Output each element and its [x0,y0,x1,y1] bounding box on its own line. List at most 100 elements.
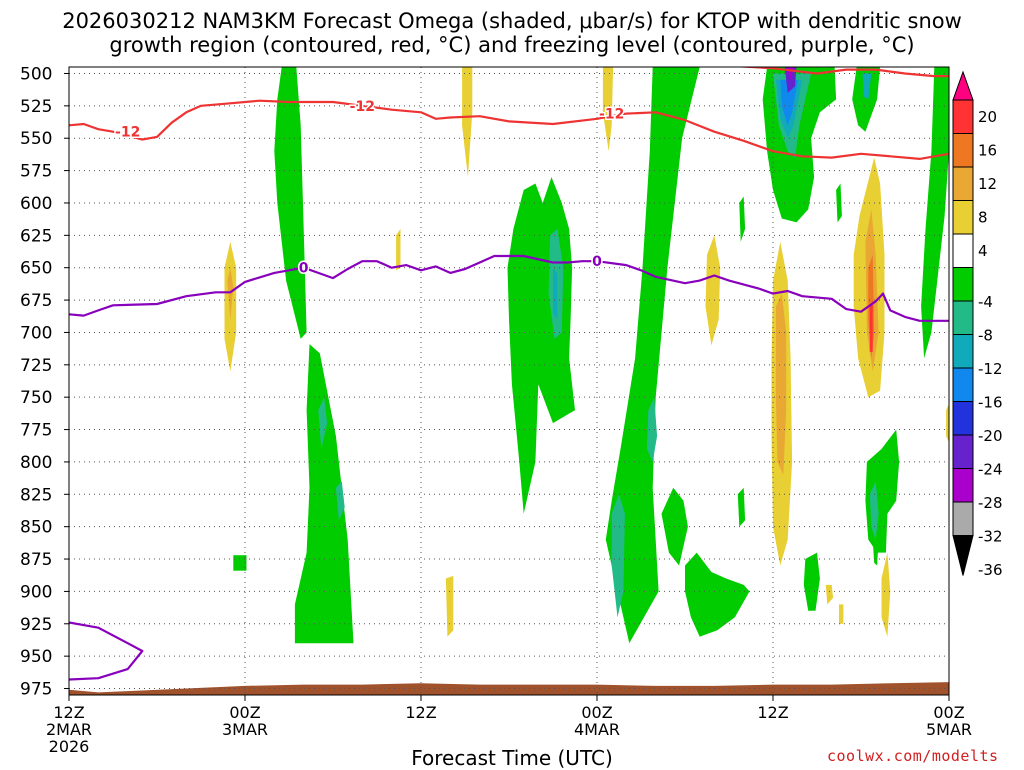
x-tick-label-line: 12Z [53,703,85,722]
y-tick-label: 500 [20,64,52,84]
x-tick-label-line: 12Z [405,703,437,722]
omega-region-12 [553,267,558,320]
omega-region-2 [274,67,307,339]
x-tick-label-line: 12Z [757,703,789,722]
omega-region-3 [294,344,354,644]
x-tick-label-line: 2MAR [45,720,93,739]
colorbar-swatch [952,133,974,168]
omega-region-43 [881,552,891,637]
y-tick-label: 725 [20,356,52,376]
omega-region-10 [507,177,575,514]
omega-region-44 [921,67,949,359]
omega-region-21 [737,487,746,527]
colorbar-label: 8 [978,209,988,227]
y-tick-label: 550 [20,129,52,149]
x-tick-label-line: 00Z [581,703,613,722]
x-tick-label-line: 3MAR [221,720,269,739]
y-tick-label: 525 [20,97,52,117]
contour-line-1 [732,67,949,78]
omega-region-32 [803,552,820,611]
omega-region-13 [602,67,614,152]
y-tick-label: 700 [20,323,52,343]
colorbar-swatch [952,468,974,503]
y-tick-label: 875 [20,550,52,570]
omega-region-18 [685,552,750,637]
colorbar-label: -16 [978,394,1003,412]
x-tick-label: 12Z [733,704,813,755]
colorbar-label: -4 [978,293,993,311]
omega-region-42 [872,539,879,566]
colorbar-swatch [952,300,974,335]
y-tick-label: 775 [20,421,52,441]
x-axis-title: Forecast Time (UTC) [411,746,613,770]
omega-region-29 [862,73,872,100]
contour-label: 0 [299,261,309,277]
omega-region-34 [839,604,844,624]
omega-region-17 [611,494,625,618]
omega-region-20 [739,196,746,242]
omega-region-4 [318,397,328,449]
credit-text: coolwx.com/modelts [827,747,999,765]
x-tick-label: 00Z 3MAR [205,704,285,755]
y-tick-label: 650 [20,259,52,279]
colorbar-label: -20 [978,427,1003,445]
omega-region-25 [780,79,798,126]
x-tick-label-line: 00Z [933,703,965,722]
colorbar-label: -36 [978,561,1003,579]
colorbar-swatch [952,401,974,436]
plot-frame [68,66,950,696]
colorbar-label: -12 [978,360,1003,378]
contour-line-2 [69,254,949,322]
colorbar: 20 16 12 8 4 -4 -8 -12 -16 -20 -24 -28 -32 -36 [952,70,1003,579]
omega-region-40 [865,429,900,553]
colorbar-top-arrow [952,70,974,101]
x-tick-label: 12Z [381,704,461,755]
omega-region-16 [646,397,658,462]
colorbar-swatch [952,334,974,369]
colorbar-label: -28 [978,494,1003,512]
colorbar-label: -32 [978,528,1003,546]
colorbar-swatch [952,501,974,536]
colorbar-swatch [952,267,974,302]
y-tick-label: 900 [20,582,52,602]
x-tick-label-line: 4MAR [573,720,621,739]
y-tick-label: 575 [20,162,52,182]
y-tick-label: 750 [20,388,52,408]
x-tick-label-line: 2026 [48,737,90,756]
colorbar-label: -8 [978,327,993,345]
contour-label: -12 [599,107,624,123]
y-tick-label: 675 [20,291,52,311]
colorbar-swatch [952,233,974,268]
colorbar-label: -24 [978,461,1003,479]
x-tick-label: 12Z 2MAR 2026 [29,704,109,755]
chart-title-line-1: 2026030212 NAM3KM Forecast Omega (shaded… [62,9,962,33]
y-tick-label: 850 [20,518,52,538]
contour-label: -12 [115,125,140,141]
omega-region-6 [233,555,247,571]
contour-label: -12 [350,99,375,115]
y-tick-label: 600 [20,194,52,214]
omega-region-31 [775,293,787,475]
x-tick-label-line: 00Z [229,703,261,722]
contour-label: 0 [592,254,602,270]
colorbar-label: 20 [978,108,997,126]
x-tick-label: 00Z 5MAR [909,704,989,755]
colorbar-swatch [952,367,974,402]
x-tick-label-line [381,721,461,738]
omega-region-45 [946,403,949,443]
omega-region-39 [869,300,873,352]
omega-region-9 [445,575,454,637]
omega-region-19 [705,235,721,346]
y-tick-label: 925 [20,615,52,635]
colorbar-label: 4 [978,242,988,260]
omega-region-33 [825,584,834,605]
omega-region-1 [227,267,234,320]
x-tick-label-line: 5MAR [925,720,973,739]
omega-region-28 [852,67,881,132]
omega-region-7 [462,67,473,178]
y-tick-label: 975 [20,680,52,700]
colorbar-swatch [952,99,974,134]
contour-line-3 [69,621,144,681]
y-tick-label: 800 [20,453,52,473]
